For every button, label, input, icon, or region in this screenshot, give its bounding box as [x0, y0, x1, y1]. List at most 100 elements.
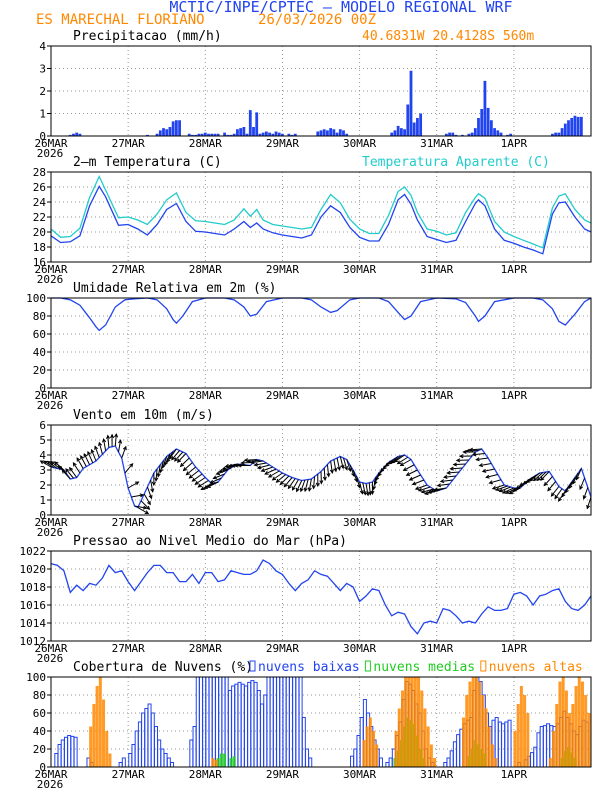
wind-arrow-head: [150, 488, 155, 493]
y-tick-label: 5: [39, 434, 46, 447]
wind-arrow-head: [565, 488, 569, 494]
precip-bar: [573, 115, 577, 136]
precip-bar: [461, 134, 464, 136]
y-tick-label: 1: [39, 108, 46, 121]
x-tick-label: 30MAR: [343, 516, 376, 529]
cloud-bar-nuvens-altas: [404, 677, 408, 767]
wind-arrow-head: [370, 490, 375, 496]
x-tick-label: 26MAR: [34, 768, 67, 781]
cloud-bar-nuvens-baixas: [449, 750, 454, 768]
series-line-temp: [50, 184, 592, 255]
precip-bar: [326, 130, 329, 136]
cloud-bar-nuvens-baixas: [536, 732, 541, 768]
wind-arrow: [479, 463, 492, 467]
wind-arrow: [213, 473, 225, 479]
wind-arrow: [482, 468, 495, 472]
cloud-bar-nuvens-altas: [423, 708, 427, 767]
cloud-bar-nuvens-altas: [571, 704, 575, 767]
wind-arrow: [349, 464, 355, 477]
legend-swatch: [364, 660, 371, 672]
cloud-bar-nuvens-baixas: [350, 755, 355, 768]
wind-arrow-head: [72, 462, 77, 467]
series-line-temp: [50, 174, 592, 249]
wind-arrow-head: [233, 463, 239, 468]
wind-arrow: [146, 486, 153, 499]
y-tick-label: 0: [39, 509, 46, 522]
wind-arrow: [189, 470, 200, 479]
cloud-bar-nuvens-baixas: [54, 753, 59, 768]
wind-arrow-head: [237, 463, 242, 468]
wind-arrow-head: [575, 475, 580, 481]
wind-arrow-head: [427, 489, 432, 494]
cloud-bar-nuvens-baixas: [263, 694, 268, 768]
wind-arrow: [554, 488, 563, 499]
cloud-bar-nuvens-baixas: [144, 708, 149, 768]
cloud-bar-nuvens-baixas: [539, 726, 544, 768]
y-tick-label: 0: [39, 761, 46, 774]
cloud-bar-nuvens-medias: [232, 756, 236, 767]
wind-arrow-head: [94, 445, 99, 450]
wind-arrow: [355, 475, 361, 488]
cloud-bar-nuvens-altas: [108, 753, 112, 767]
precip-bar: [473, 128, 477, 136]
y-tick-label: 20: [33, 226, 46, 239]
x-tick-label: 28MAR: [189, 516, 222, 529]
y-tick-label: 24: [33, 196, 47, 209]
wind-arrow: [492, 484, 505, 490]
wind-arrow: [72, 462, 81, 474]
precip-bar: [197, 133, 201, 136]
wind-arrow: [98, 442, 103, 455]
precip-bar: [277, 132, 281, 136]
wind-arrow: [80, 455, 87, 467]
wind-arrow: [409, 474, 421, 481]
x-tick-label: 30MAR: [343, 263, 376, 276]
x-tick-label: 28MAR: [189, 137, 222, 150]
cloud-bar-nuvens-baixas: [353, 748, 358, 768]
wind-arrow-head: [307, 487, 312, 492]
precip-bar: [264, 131, 268, 136]
precip-bar: [470, 132, 474, 136]
y-tick-label: 1: [39, 494, 46, 507]
precip-bar: [236, 129, 239, 136]
precip-bar: [483, 80, 487, 136]
cloud-bar-nuvens-baixas: [205, 676, 210, 768]
x-tick-label: 27MAR: [112, 642, 145, 655]
wind-arrow-head: [164, 461, 168, 466]
precip-bar: [158, 130, 162, 136]
cloud-bar-nuvens-baixas: [231, 685, 236, 768]
wind-arrow-head: [329, 469, 334, 474]
wind-arrow-head: [154, 477, 159, 482]
panel-title: 2–m Temperatura (C): [73, 155, 222, 170]
wind-arrow-head: [200, 486, 205, 491]
cloud-bar-nuvens-baixas: [195, 676, 200, 768]
wind-arrow: [225, 463, 238, 467]
wind-arrow-head: [458, 454, 464, 459]
cloud-bar-nuvens-altas: [433, 758, 437, 767]
wind-arrow-head: [579, 485, 584, 491]
cloud-bar-nuvens-altas: [519, 686, 523, 767]
wind-arrow-head: [230, 463, 236, 468]
cloud-bar-nuvens-baixas: [378, 757, 383, 768]
wind-arrow-head: [191, 477, 196, 482]
cloud-bar-nuvens-altas: [494, 758, 498, 767]
y-tick-label: 0: [39, 130, 46, 143]
cloud-bar-nuvens-baixas: [198, 676, 203, 768]
wind-arrow-head: [515, 485, 521, 489]
wind-arrow-head: [557, 497, 562, 502]
wind-arrow-head: [171, 456, 176, 461]
wind-arrow-head: [387, 460, 393, 465]
wind-arrow: [572, 472, 579, 485]
wind-arrow: [107, 435, 110, 448]
wind-arrow: [333, 459, 337, 472]
cloud-bar-nuvens-altas: [568, 713, 572, 767]
wind-arrow-head: [373, 480, 378, 486]
wind-arrow-head: [519, 482, 524, 487]
cloud-bar-nuvens-altas: [564, 690, 568, 767]
wind-arrow: [450, 467, 463, 470]
y-tick-label: 40: [33, 346, 46, 359]
x-tick-label: 1APR: [501, 389, 528, 402]
legend-label: nuvens medias: [373, 660, 475, 675]
y-tick-label: 1012: [20, 635, 47, 648]
precip-bar: [293, 133, 297, 136]
